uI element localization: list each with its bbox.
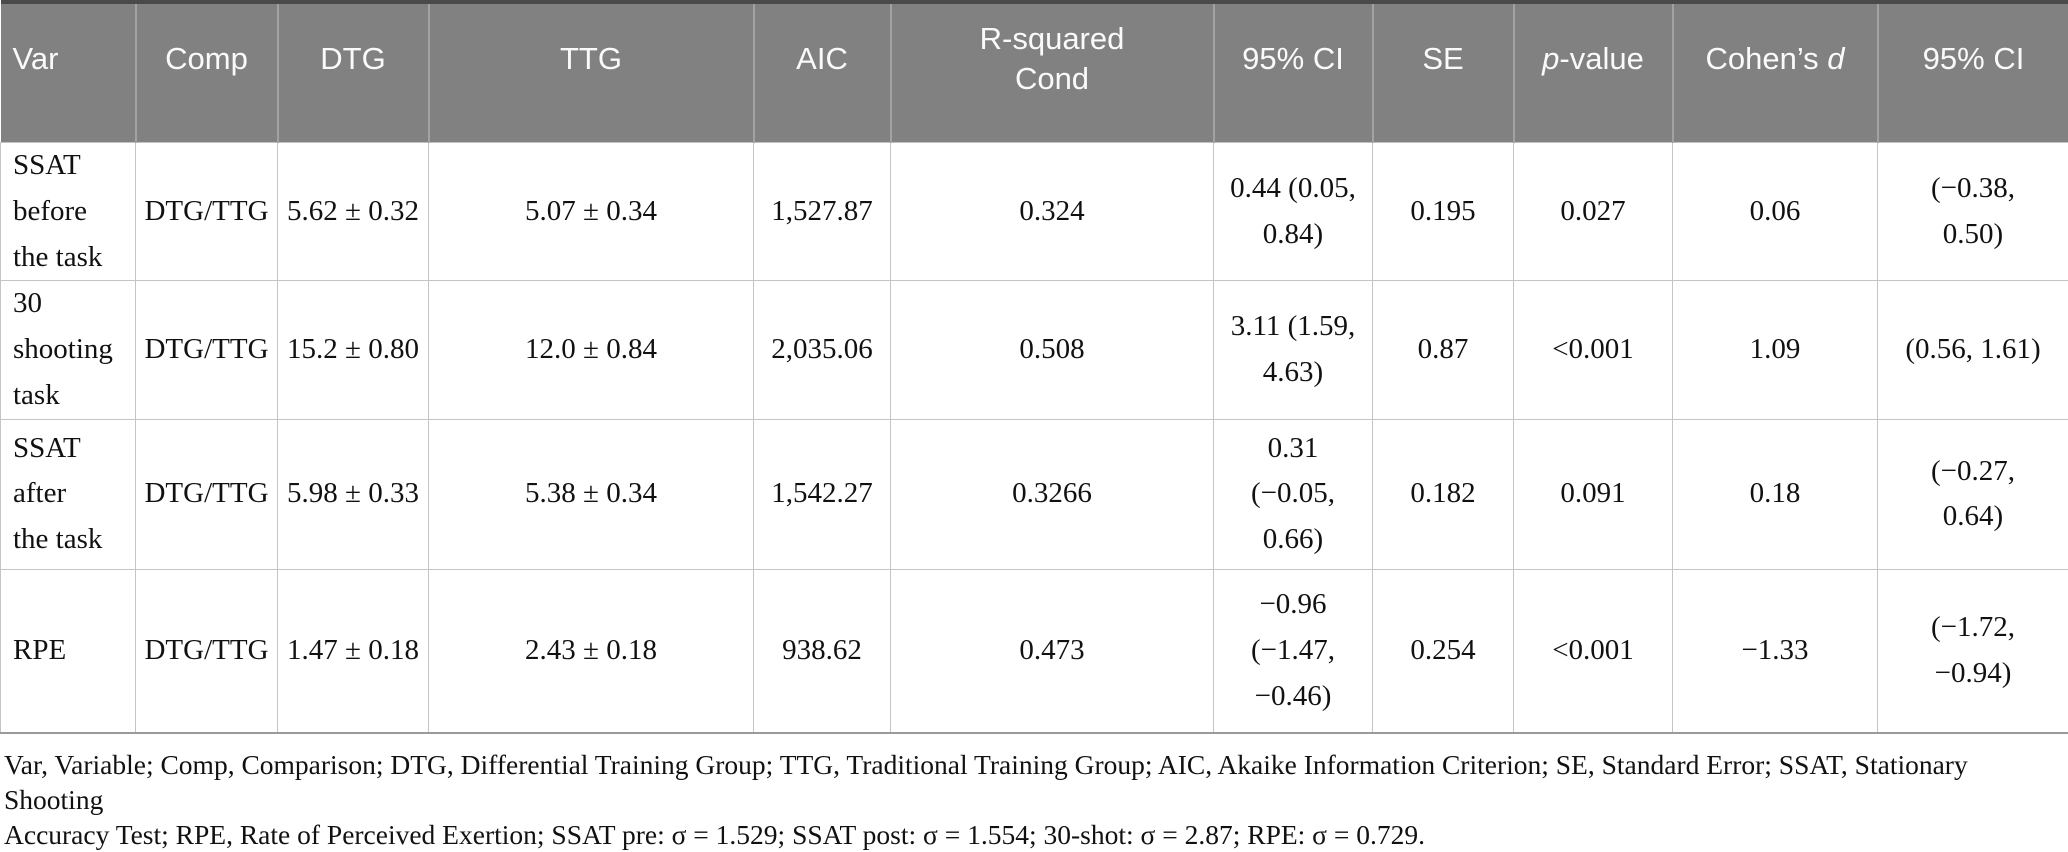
col-header-p-value: p-value <box>1514 2 1673 143</box>
cell-dtg: 5.62 ± 0.32 <box>278 143 429 281</box>
cell-comp: DTG/TTG <box>136 569 278 733</box>
results-table: Var Comp DTG TTG AIC R-squared Cond 95% … <box>0 0 2068 734</box>
col-header-cohens-d: Cohen’s d <box>1673 2 1878 143</box>
cell-var: SSAT before the task <box>1 143 136 281</box>
cell-dtg: 15.2 ± 0.80 <box>278 281 429 419</box>
cell-cohens-d: 0.06 <box>1673 143 1878 281</box>
cell-ttg: 2.43 ± 0.18 <box>429 569 754 733</box>
cell-95ci-model: 0.44 (0.05, 0.84) <box>1214 143 1373 281</box>
table-row: 30 shooting task DTG/TTG 15.2 ± 0.80 12.… <box>1 281 2068 419</box>
cell-se: 0.254 <box>1373 569 1514 733</box>
cohens-d-pre: Cohen’s <box>1705 41 1827 76</box>
cell-95ci-model: 3.11 (1.59, 4.63) <box>1214 281 1373 419</box>
col-header-comp: Comp <box>136 2 278 143</box>
cell-cohens-d: −1.33 <box>1673 569 1878 733</box>
cell-95ci-model: 0.31 (−0.05, 0.66) <box>1214 419 1373 569</box>
col-header-se: SE <box>1373 2 1514 143</box>
cell-p-value: <0.001 <box>1514 569 1673 733</box>
table-footnote: Var, Variable; Comp, Comparison; DTG, Di… <box>0 747 2068 852</box>
cell-aic: 1,527.87 <box>754 143 891 281</box>
cell-95ci-model: −0.96 (−1.47, −0.46) <box>1214 569 1373 733</box>
table-row: SSAT after the task DTG/TTG 5.98 ± 0.33 … <box>1 419 2068 569</box>
cell-rsquared: 0.3266 <box>891 419 1214 569</box>
cell-aic: 1,542.27 <box>754 419 891 569</box>
cell-ttg: 5.38 ± 0.34 <box>429 419 754 569</box>
col-header-ttg: TTG <box>429 2 754 143</box>
cell-p-value: <0.001 <box>1514 281 1673 419</box>
table-row: SSAT before the task DTG/TTG 5.62 ± 0.32… <box>1 143 2068 281</box>
col-header-aic: AIC <box>754 2 891 143</box>
cell-rsquared: 0.473 <box>891 569 1214 733</box>
p-value-rest: -value <box>1559 41 1643 76</box>
cell-ttg: 12.0 ± 0.84 <box>429 281 754 419</box>
cell-dtg: 5.98 ± 0.33 <box>278 419 429 569</box>
cell-var: 30 shooting task <box>1 281 136 419</box>
cell-var: RPE <box>1 569 136 733</box>
cell-95ci-effect: (−0.38, 0.50) <box>1878 143 2068 281</box>
cell-cohens-d: 0.18 <box>1673 419 1878 569</box>
p-value-italic: p <box>1542 41 1559 76</box>
cell-95ci-effect: (−0.27, 0.64) <box>1878 419 2068 569</box>
col-header-var: Var <box>1 2 136 143</box>
cell-se: 0.182 <box>1373 419 1514 569</box>
cell-dtg: 1.47 ± 0.18 <box>278 569 429 733</box>
cell-aic: 938.62 <box>754 569 891 733</box>
col-header-95ci-model: 95% CI <box>1214 2 1373 143</box>
cell-se: 0.195 <box>1373 143 1514 281</box>
cell-aic: 2,035.06 <box>754 281 891 419</box>
cell-95ci-effect: (−1.72, −0.94) <box>1878 569 2068 733</box>
header-row: Var Comp DTG TTG AIC R-squared Cond 95% … <box>1 2 2068 143</box>
table-body: SSAT before the task DTG/TTG 5.62 ± 0.32… <box>1 143 2068 734</box>
cell-comp: DTG/TTG <box>136 419 278 569</box>
cell-p-value: 0.091 <box>1514 419 1673 569</box>
col-header-95ci-effect: 95% CI <box>1878 2 2068 143</box>
cell-se: 0.87 <box>1373 281 1514 419</box>
cell-rsquared: 0.508 <box>891 281 1214 419</box>
cell-cohens-d: 1.09 <box>1673 281 1878 419</box>
cell-p-value: 0.027 <box>1514 143 1673 281</box>
cell-var: SSAT after the task <box>1 419 136 569</box>
col-header-rsquared-cond: R-squared Cond <box>891 2 1214 143</box>
cohens-d-italic: d <box>1827 41 1844 76</box>
cell-rsquared: 0.324 <box>891 143 1214 281</box>
cell-95ci-effect: (0.56, 1.61) <box>1878 281 2068 419</box>
col-header-dtg: DTG <box>278 2 429 143</box>
cell-comp: DTG/TTG <box>136 281 278 419</box>
table-header: Var Comp DTG TTG AIC R-squared Cond 95% … <box>1 2 2068 143</box>
cell-comp: DTG/TTG <box>136 143 278 281</box>
cell-ttg: 5.07 ± 0.34 <box>429 143 754 281</box>
table-row: RPE DTG/TTG 1.47 ± 0.18 2.43 ± 0.18 938.… <box>1 569 2068 733</box>
